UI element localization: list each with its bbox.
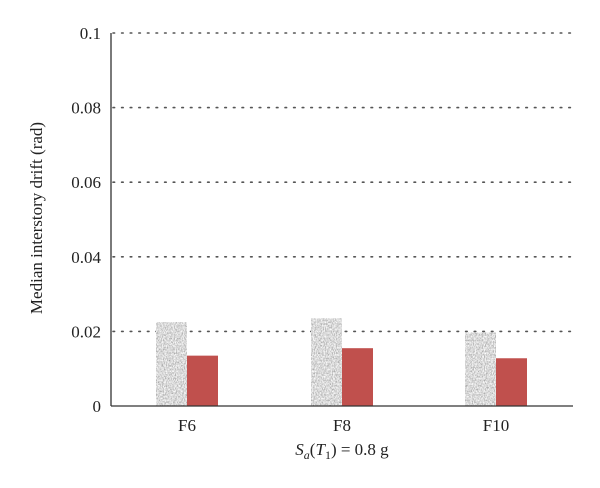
axes (110, 33, 573, 407)
x-tick-label: F10 (483, 416, 509, 435)
x-tick-label: F6 (178, 416, 196, 435)
y-tick-label: 0.1 (80, 24, 101, 43)
gridlines (112, 32, 574, 333)
x-axis-title: Sa(T1) = 0.8 g (295, 440, 389, 462)
y-axis-title: Median interstory drift (rad) (27, 122, 46, 314)
x-title-sub-1: 1 (325, 448, 331, 462)
bar-f8-series-1 (311, 318, 342, 406)
y-tick-label: 0.08 (71, 99, 101, 118)
bar-f6-series-1 (156, 322, 187, 406)
y-tick-labels: 0 0.02 0.04 0.06 0.08 0.1 (71, 24, 101, 416)
y-tick-label: 0.04 (71, 248, 101, 267)
x-tick-label: F8 (333, 416, 351, 435)
x-title-s: S (295, 440, 304, 459)
x-title-close: ) = 0.8 g (331, 440, 389, 459)
bar-f10-series-2 (496, 358, 527, 406)
x-tick-labels: F6 F8 F10 (178, 416, 509, 435)
bar-f8-series-2 (342, 348, 373, 406)
x-title-sub-a: a (304, 448, 310, 462)
x-title-open: ( (310, 440, 316, 459)
y-tick-label: 0 (93, 397, 102, 416)
y-tick-label: 0.02 (71, 322, 101, 341)
y-tick-label: 0.06 (71, 173, 101, 192)
bar-f6-series-2 (187, 355, 218, 406)
bars-group (156, 318, 527, 406)
x-title-t: T (315, 440, 326, 459)
bar-f10-series-1 (465, 332, 496, 406)
